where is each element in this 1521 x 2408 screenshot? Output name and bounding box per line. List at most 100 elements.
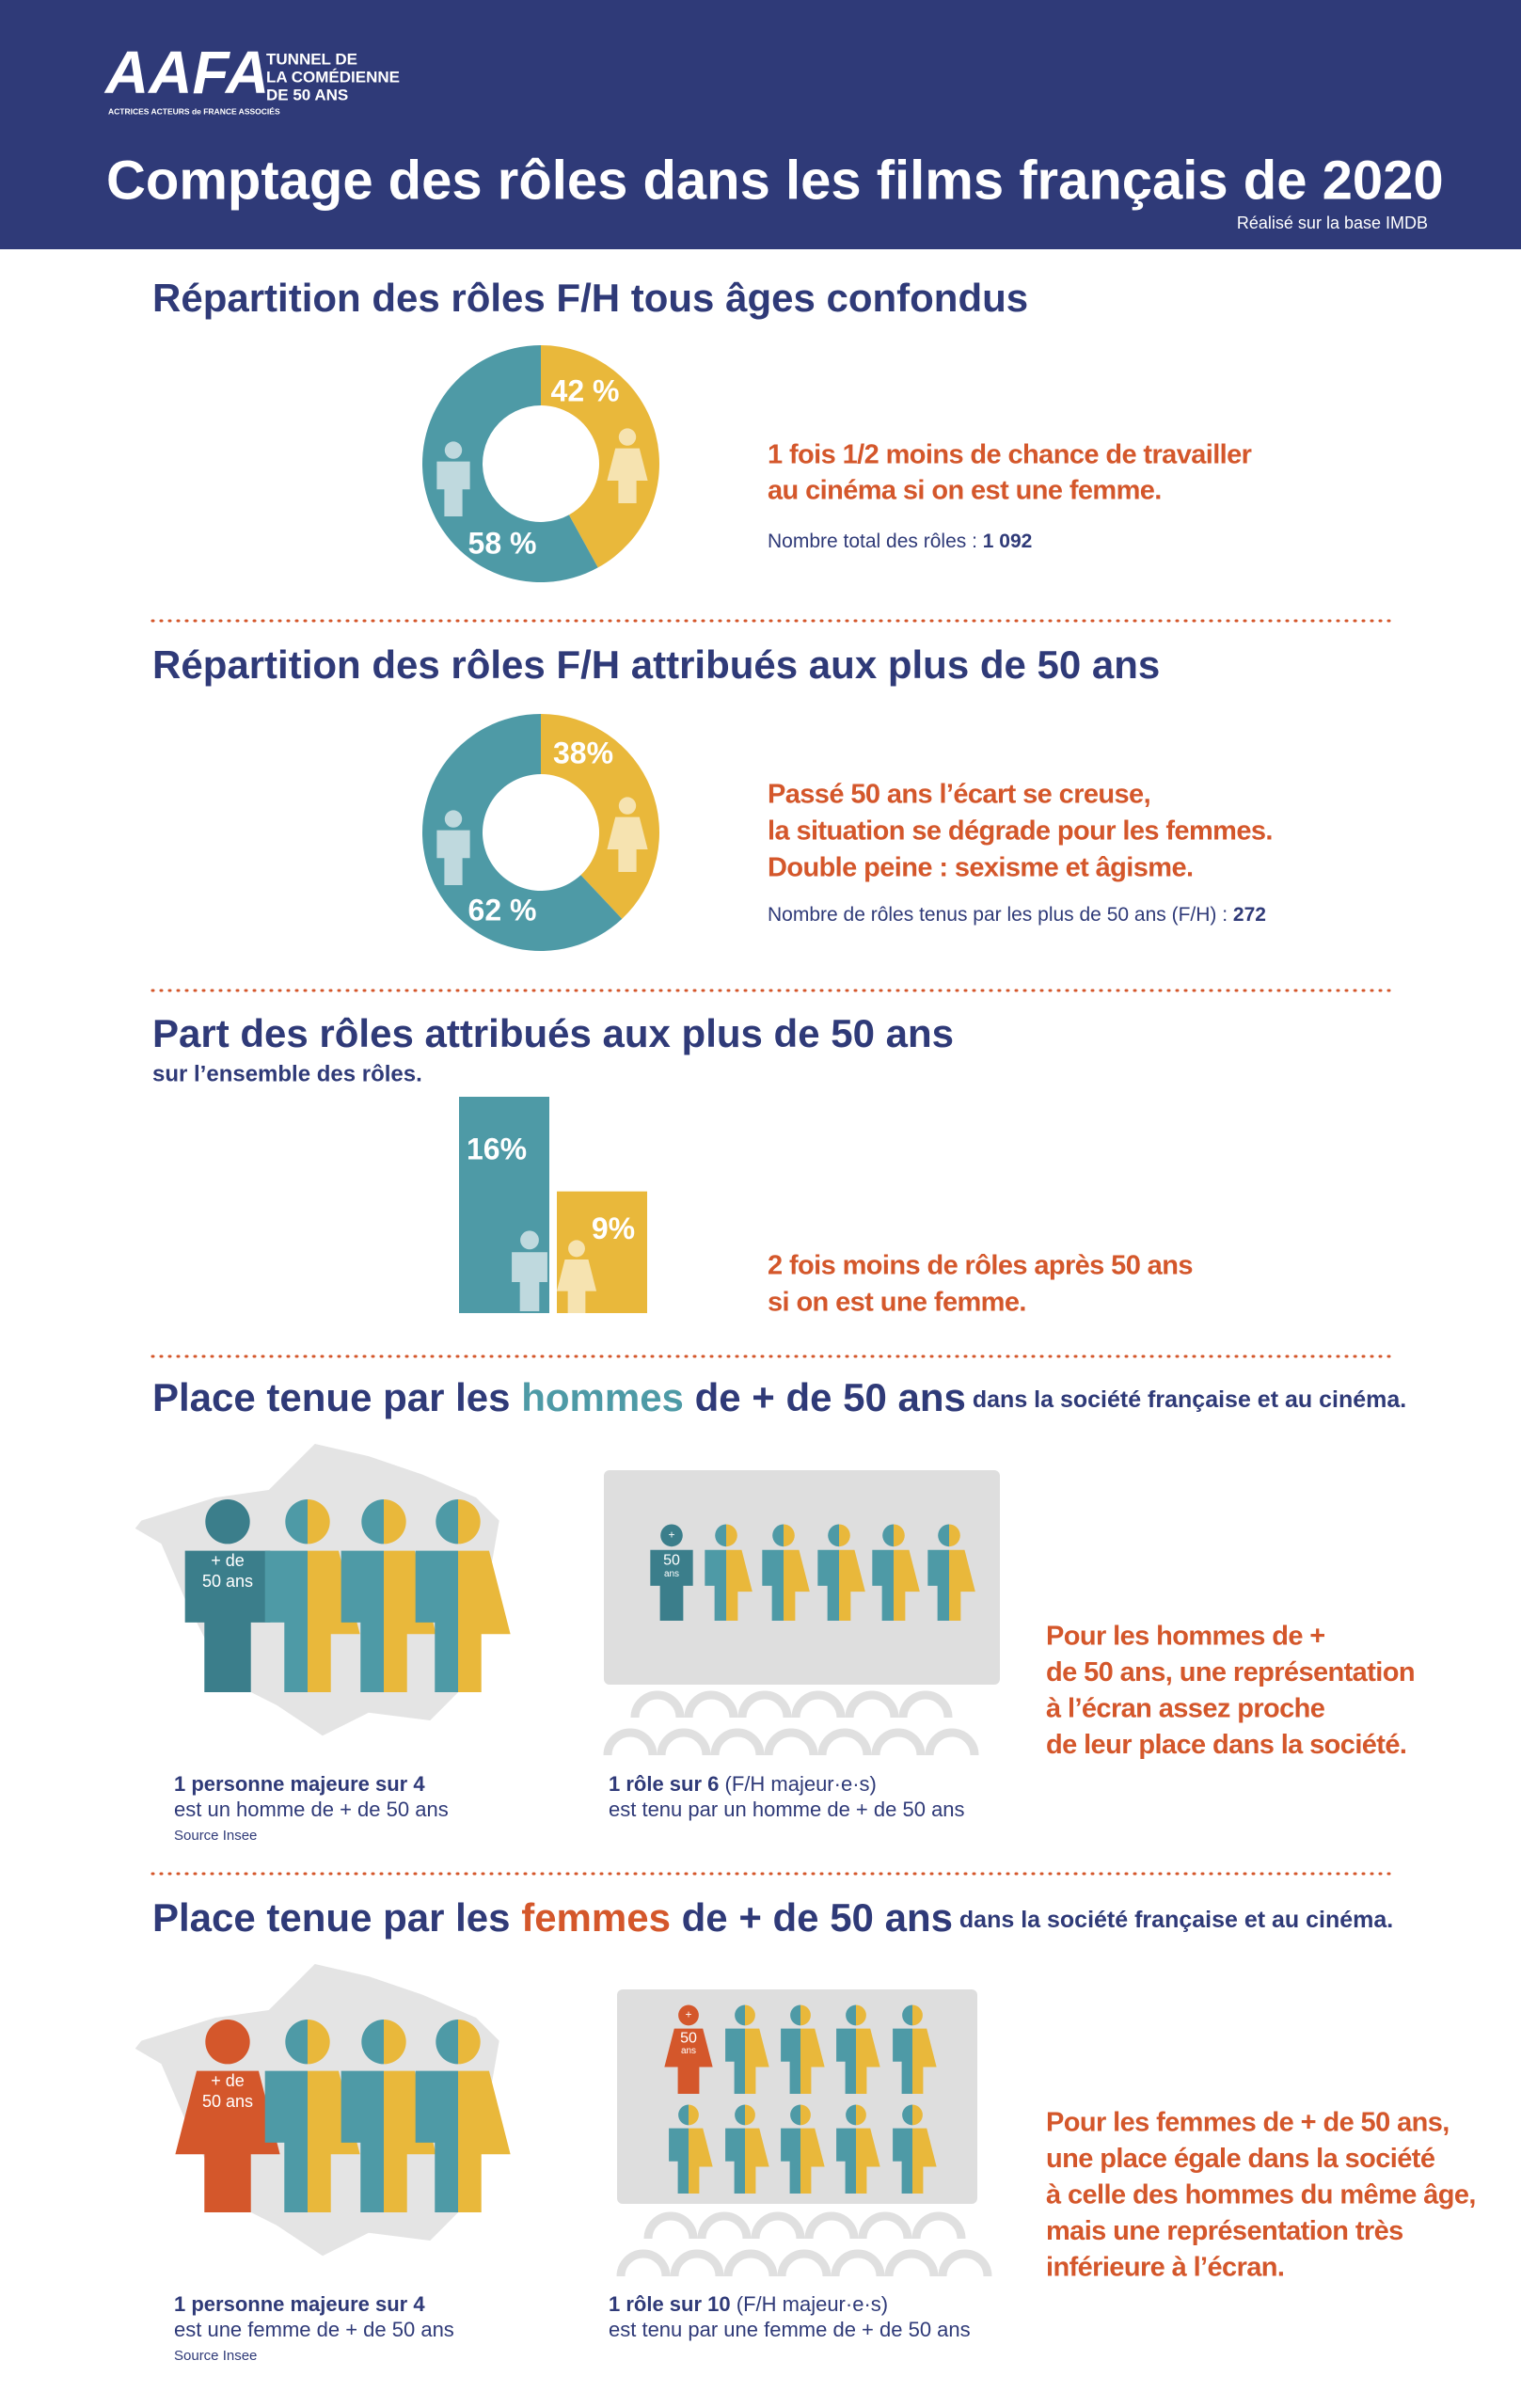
seat — [817, 1728, 872, 1756]
seat — [616, 2249, 671, 2277]
seat — [723, 2249, 778, 2277]
section-title: Place tenue par les femmes de + de 50 an… — [152, 1895, 1393, 1940]
message: une place égale dans la société — [1046, 2144, 1435, 2174]
value-label: 42 % — [551, 373, 620, 407]
person-icon — [949, 1524, 975, 1621]
chart-title: Part des rôles attribués aux plus de 50 … — [152, 1011, 954, 1055]
person-icon — [726, 1524, 753, 1621]
person-icon — [577, 1240, 597, 1313]
caption-bold: 1 rôle sur 10 — [609, 2292, 731, 2316]
caption: est une femme de + de 50 ans — [174, 2318, 454, 2341]
person-icon — [745, 2104, 769, 2194]
person-icon — [893, 2004, 912, 2094]
note: Nombre total des rôles : 1 092 — [768, 531, 1032, 552]
screen-label: 50 — [680, 2030, 697, 2046]
person-icon — [781, 2104, 800, 2194]
message: Pour les femmes de + de 50 ans, — [1046, 2108, 1450, 2138]
seat — [831, 2249, 885, 2277]
title-part: hommes — [521, 1375, 684, 1419]
person-icon — [912, 2004, 937, 2094]
person-icon — [607, 428, 627, 503]
person-icon — [627, 428, 648, 503]
person-icon — [893, 2104, 912, 2194]
person-icon — [725, 2004, 745, 2094]
message: inférieure à l’écran. — [1046, 2253, 1284, 2283]
person-icon — [458, 2020, 511, 2212]
caption-source: Source Insee — [174, 1828, 257, 1844]
chart-title: Répartition des rôles F/H attribués aux … — [152, 642, 1160, 687]
logo: AAFA — [103, 39, 269, 106]
title-part: dans la société française et au cinéma. — [953, 1907, 1393, 1933]
person-icon — [784, 1524, 810, 1621]
seat — [710, 1728, 765, 1756]
message: Pour les hommes de + — [1046, 1622, 1325, 1652]
figure-label: 50 ans — [202, 1572, 253, 1591]
person-icon — [264, 1499, 308, 1692]
value-label: 62 % — [468, 893, 537, 927]
seat — [791, 1690, 846, 1719]
person-icon — [927, 1524, 949, 1621]
logo-line: TUNNEL DE — [266, 50, 357, 68]
seat — [911, 2211, 966, 2240]
person-icon — [384, 1499, 436, 1692]
seat — [630, 1690, 685, 1719]
seat — [898, 1690, 953, 1719]
person-icon — [184, 1499, 228, 1692]
person-icon — [453, 810, 470, 885]
seat — [871, 1728, 926, 1756]
person-icon — [800, 2104, 825, 2194]
message: à celle des hommes du même âge, — [1046, 2180, 1476, 2210]
person-icon — [341, 2020, 384, 2212]
person-icon — [856, 2004, 880, 2094]
title-part: de + de 50 ans — [671, 1895, 953, 1940]
value-label: 58 % — [468, 526, 537, 560]
person-icon — [308, 2020, 360, 2212]
person-icon — [725, 2104, 745, 2194]
caption-source: Source Insee — [174, 2348, 257, 2364]
person-icon — [650, 1524, 672, 1621]
caption: 1 rôle sur 10 (F/H majeur·e·s) — [609, 2292, 888, 2316]
seat — [845, 1690, 899, 1719]
screen-label: + — [668, 1529, 674, 1542]
person-icon — [836, 2104, 856, 2194]
note: Nombre de rôles tenus par les plus de 50… — [768, 904, 1266, 926]
person-icon — [308, 1499, 360, 1692]
caption-bold: 1 personne majeure sur 4 — [174, 2292, 425, 2316]
person-icon — [512, 1230, 530, 1311]
seat — [751, 2211, 805, 2240]
message: Passé 50 ans l’écart se creuse, — [768, 780, 1150, 810]
seat — [777, 2249, 832, 2277]
figure-label: 50 ans — [202, 2092, 253, 2111]
caption: est tenu par un homme de + de 50 ans — [609, 1798, 965, 1821]
person-icon — [836, 2004, 856, 2094]
note-label: Nombre total des rôles : — [768, 531, 983, 552]
screen-label: ans — [664, 1569, 679, 1579]
page-title: Comptage des rôles dans les films frança… — [106, 150, 1444, 211]
message: mais une représentation très — [1046, 2216, 1403, 2246]
message: Double peine : sexisme et âgisme. — [768, 853, 1193, 883]
value-label: 9% — [592, 1212, 635, 1245]
value-label: 38% — [553, 736, 613, 769]
seat — [657, 1728, 711, 1756]
person-icon — [856, 2104, 880, 2194]
person-icon — [556, 1240, 577, 1313]
person-icon — [664, 2004, 689, 2094]
person-icon — [384, 2020, 436, 2212]
message: à l’écran assez proche — [1046, 1694, 1325, 1724]
person-icon — [228, 1499, 271, 1692]
title-part: Place tenue par les — [152, 1375, 521, 1419]
title-part: de + de 50 ans — [684, 1375, 966, 1419]
title-part: Place tenue par les — [152, 1895, 521, 1940]
pie-slice — [422, 345, 598, 583]
figure-label: + de — [211, 2071, 245, 2090]
message: la situation se dégrade pour les femmes. — [768, 816, 1273, 847]
person-icon — [689, 2104, 713, 2194]
chart-subtitle: sur l’ensemble des rôles. — [152, 1061, 422, 1086]
seat — [938, 2249, 992, 2277]
person-icon — [341, 1499, 384, 1692]
person-icon — [264, 2020, 308, 2212]
value-label: 16% — [467, 1132, 527, 1165]
person-icon — [458, 1499, 511, 1692]
person-icon — [839, 1524, 865, 1621]
